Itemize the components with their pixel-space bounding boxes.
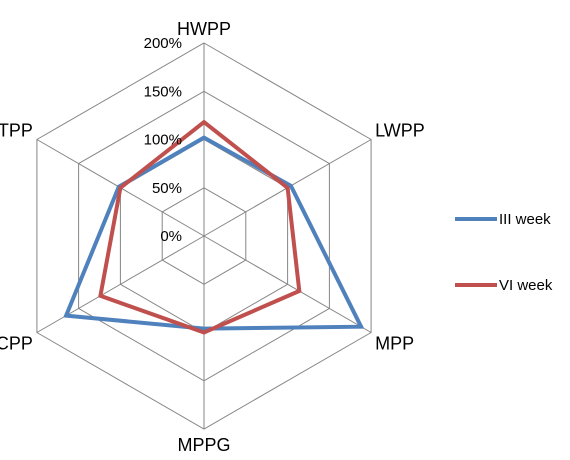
legend-label: III week <box>499 211 551 228</box>
axis-spoke <box>203 235 372 333</box>
series-line-2 <box>98 119 302 335</box>
tick-label: 200% <box>144 35 182 52</box>
axis-label-lwpp: LWPP <box>375 121 425 141</box>
tick-label: 50% <box>152 180 182 197</box>
radial-tick-labels: 0% 50% 100% 150% 200% <box>144 35 182 245</box>
axis-label-tpp: TPP <box>0 121 33 141</box>
axis-labels: HWPP LWPP MPP MPPG CPP TPP <box>0 19 425 455</box>
axis-label-mppg: MPPG <box>177 435 230 455</box>
tick-label: 0% <box>160 228 182 245</box>
legend: III week VI week <box>455 211 553 294</box>
axis-label-cpp: CPP <box>0 334 33 354</box>
axis-label-mpp: MPP <box>375 334 414 354</box>
axis-label-hwpp: HWPP <box>177 19 231 39</box>
tick-label: 150% <box>144 83 182 100</box>
radar-grid <box>36 42 372 430</box>
radar-series <box>63 119 365 335</box>
tick-label: 100% <box>144 132 182 149</box>
legend-label: VI week <box>499 277 553 294</box>
